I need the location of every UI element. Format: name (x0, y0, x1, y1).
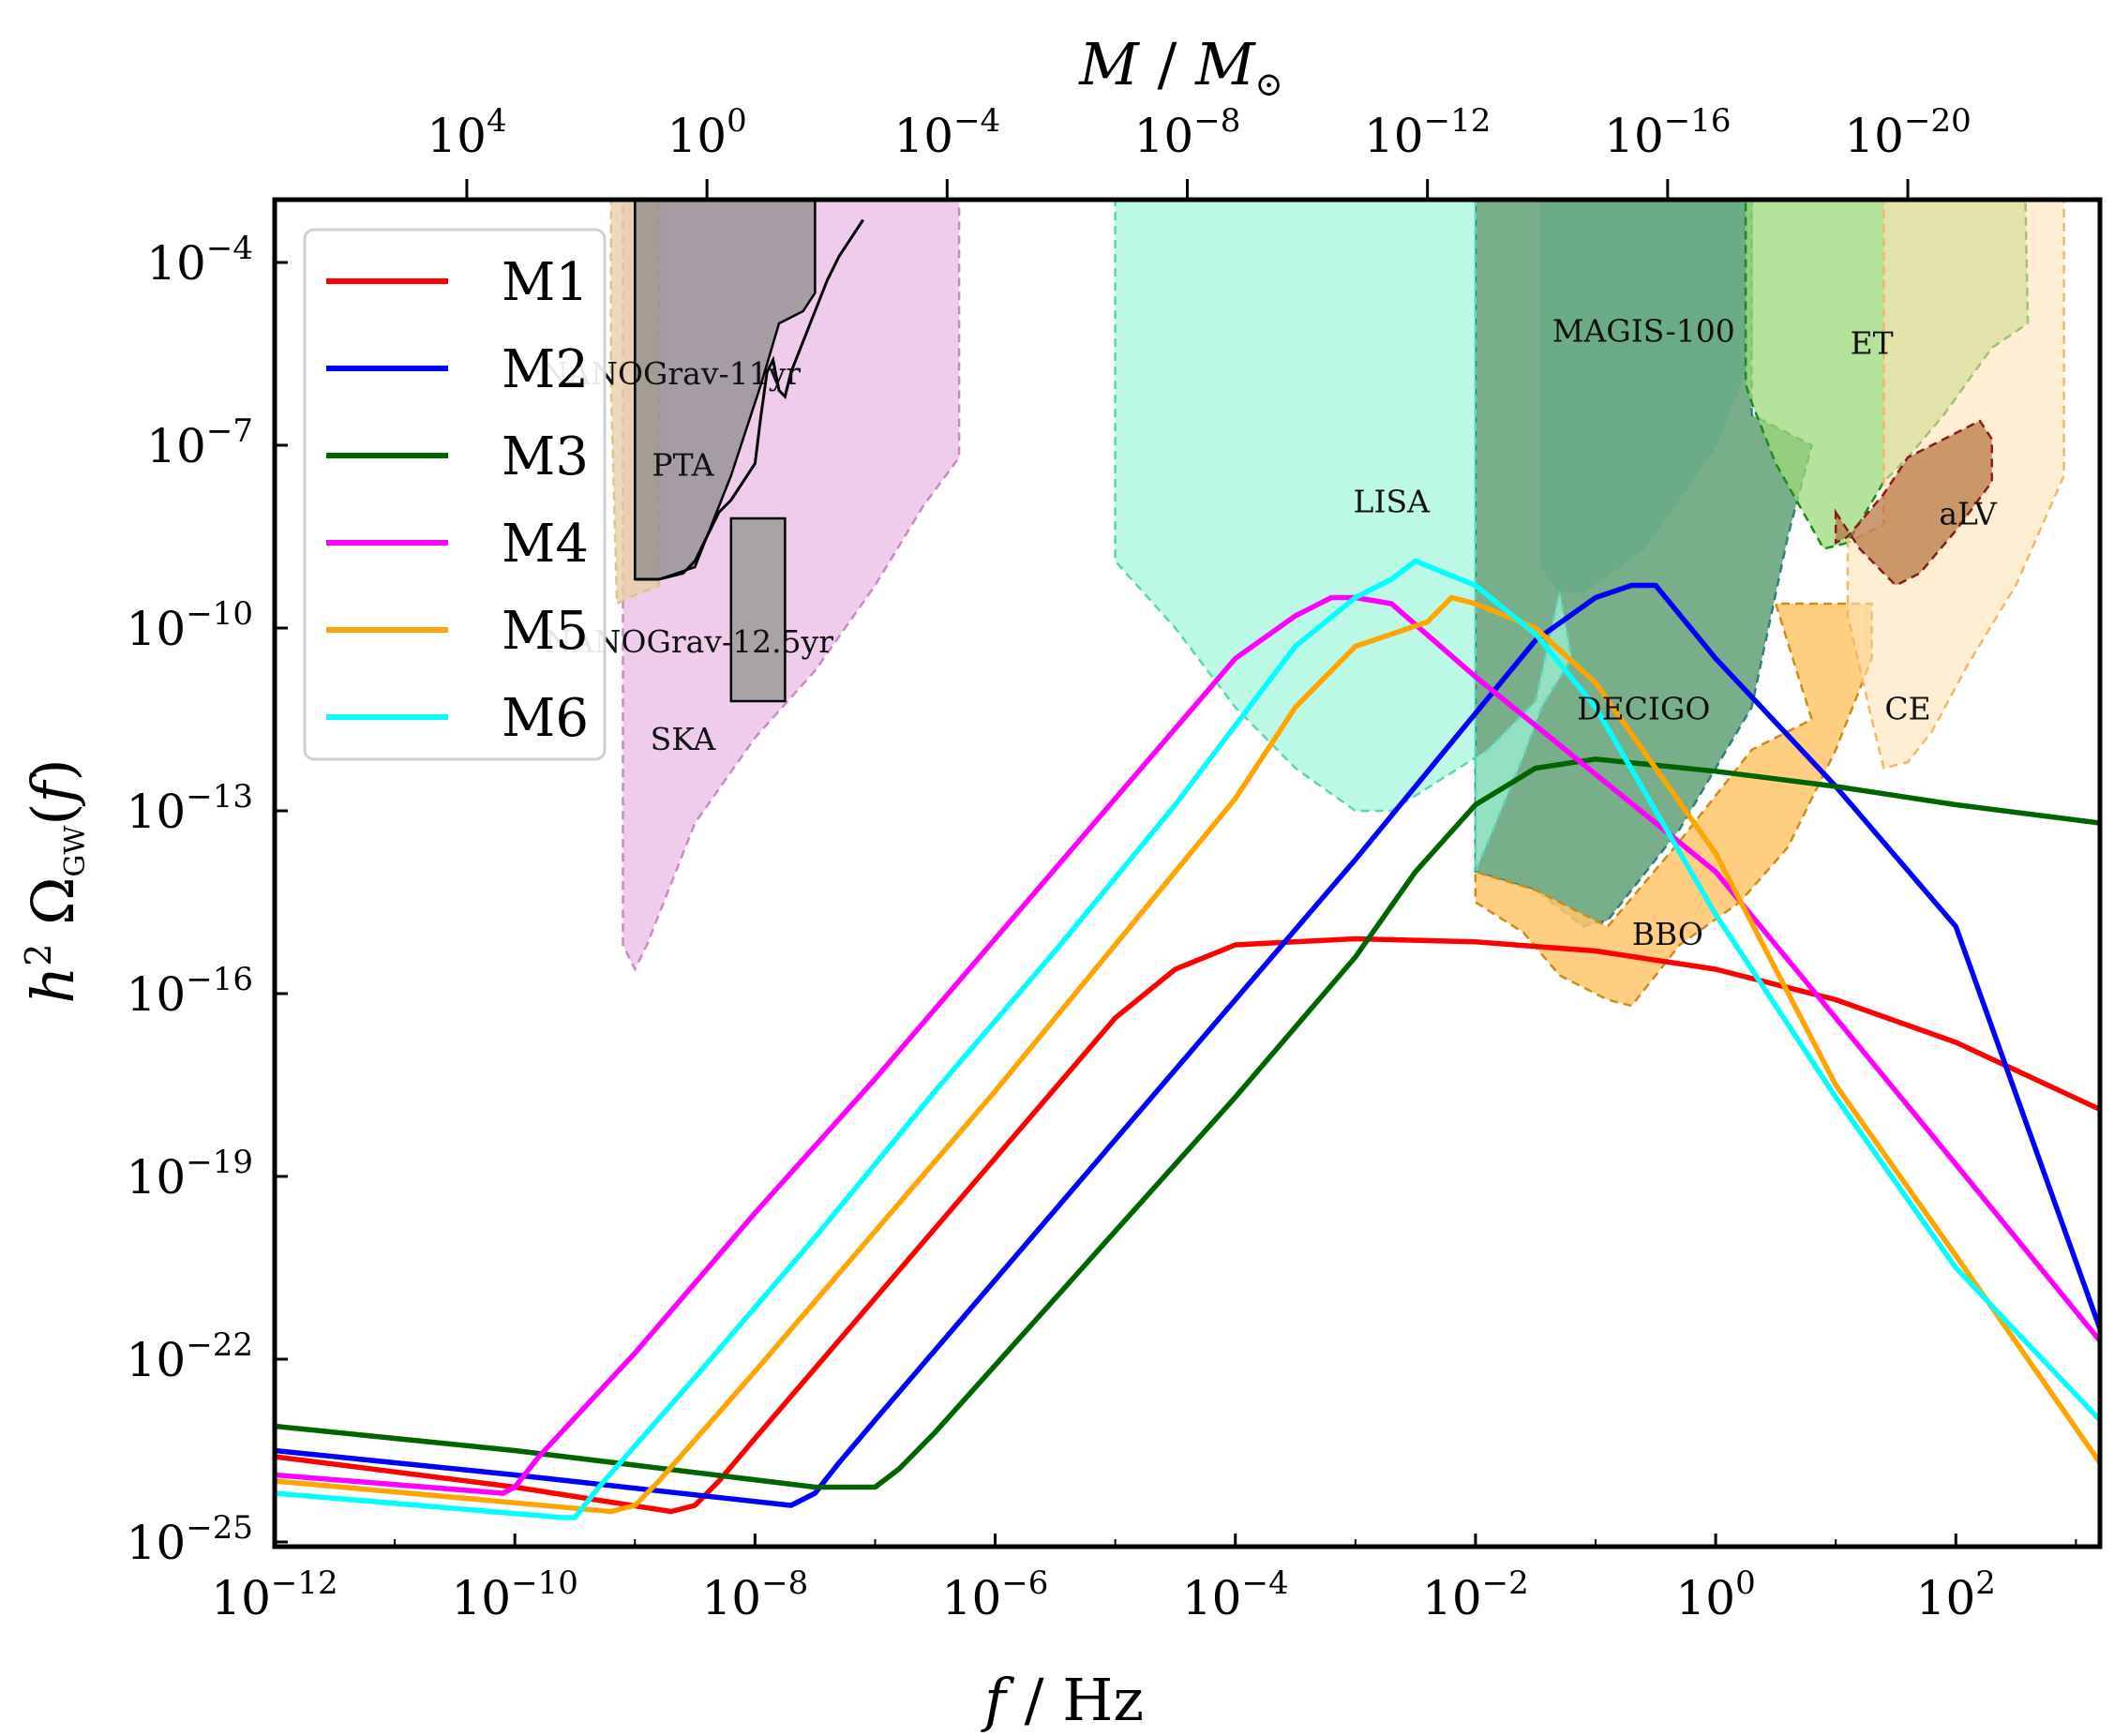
top-axis-title: M / M⊙ (1078, 30, 1282, 104)
region-label-pta: PTA (652, 447, 714, 484)
series-m3 (275, 756, 2100, 1490)
region-label-alv: aLV (1939, 496, 1998, 532)
region-label-ska: SKA (651, 721, 717, 757)
region-label-lisa: LISA (1354, 484, 1432, 520)
spectrum-curves (275, 558, 2100, 1520)
region-label-decigo: DECIGO (1577, 691, 1710, 727)
legend-box (303, 228, 607, 761)
series-m5 (275, 594, 2100, 1515)
x-tick-label: 10−6 (942, 1564, 1049, 1625)
top-tick-label: 10−8 (1134, 102, 1241, 163)
nanograv-11yr-curve (635, 218, 864, 581)
x-axis-title: f / Hz (981, 1666, 1144, 1734)
region-lisa (1114, 200, 1573, 873)
top-tick-label: 10−16 (1604, 102, 1731, 163)
legend-label-m3: M3 (502, 427, 589, 487)
sensitivity-regions (609, 200, 2065, 1008)
y-tick-label: 10−7 (146, 412, 253, 473)
region-label-ce: CE (1884, 691, 1930, 727)
x-tick-label: 10−2 (1422, 1564, 1529, 1625)
top-tick-label: 104 (427, 102, 506, 163)
top-tick-label: 10−20 (1844, 102, 1971, 163)
region-label-et: ET (1851, 325, 1894, 362)
series-m6 (275, 558, 2100, 1520)
y-tick-label: 10−16 (127, 961, 253, 1022)
top-tick-label: 100 (667, 102, 746, 163)
legend-label-m1: M1 (502, 252, 589, 313)
x-tick-label: 10−8 (701, 1564, 808, 1625)
x-tick-label: 10−12 (211, 1564, 337, 1625)
y-tick-label: 10−4 (146, 230, 253, 291)
legend-label-m4: M4 (502, 514, 589, 575)
top-tick-label: 10−4 (893, 102, 1000, 163)
axis-ticks: 10−12 10−10 10−8 10−6 10−4 10−2 100 102 10−4 10−7… (127, 102, 2077, 1625)
y-tick-label: 10−19 (127, 1144, 253, 1205)
x-tick-label: 10−10 (451, 1564, 577, 1625)
legend-label-m5: M5 (502, 601, 589, 662)
region-label-bbo: BBO (1632, 916, 1703, 952)
x-tick-label: 10−4 (1182, 1564, 1289, 1625)
y-tick-label: 10−10 (127, 595, 253, 656)
legend: M1 M2 M3 M4 M5 M6 (303, 228, 607, 761)
y-tick-label: 10−13 (127, 778, 253, 839)
x-tick-label: 102 (1916, 1564, 1996, 1625)
series-m2 (275, 582, 2100, 1508)
x-tick-label: 100 (1675, 1564, 1755, 1625)
legend-label-m6: M6 (502, 688, 589, 749)
series-m4 (275, 594, 2100, 1496)
region-alv (1834, 419, 1993, 588)
top-tick-label: 10−12 (1364, 102, 1491, 163)
series-m1 (275, 935, 2100, 1515)
y-axis-title: h2 ΩGW(f) (18, 758, 92, 1003)
legend-label-m2: M2 (502, 339, 589, 400)
region-nanograv-12-5yr (729, 516, 787, 703)
y-tick-label: 10−25 (127, 1509, 253, 1570)
region-labels: NANOGrav-11yrPTANANOGrav-12.5yrSKALISAMA… (541, 313, 1998, 953)
y-tick-label: 10−22 (127, 1326, 253, 1387)
region-label-magis-100: MAGIS-100 (1552, 313, 1735, 350)
